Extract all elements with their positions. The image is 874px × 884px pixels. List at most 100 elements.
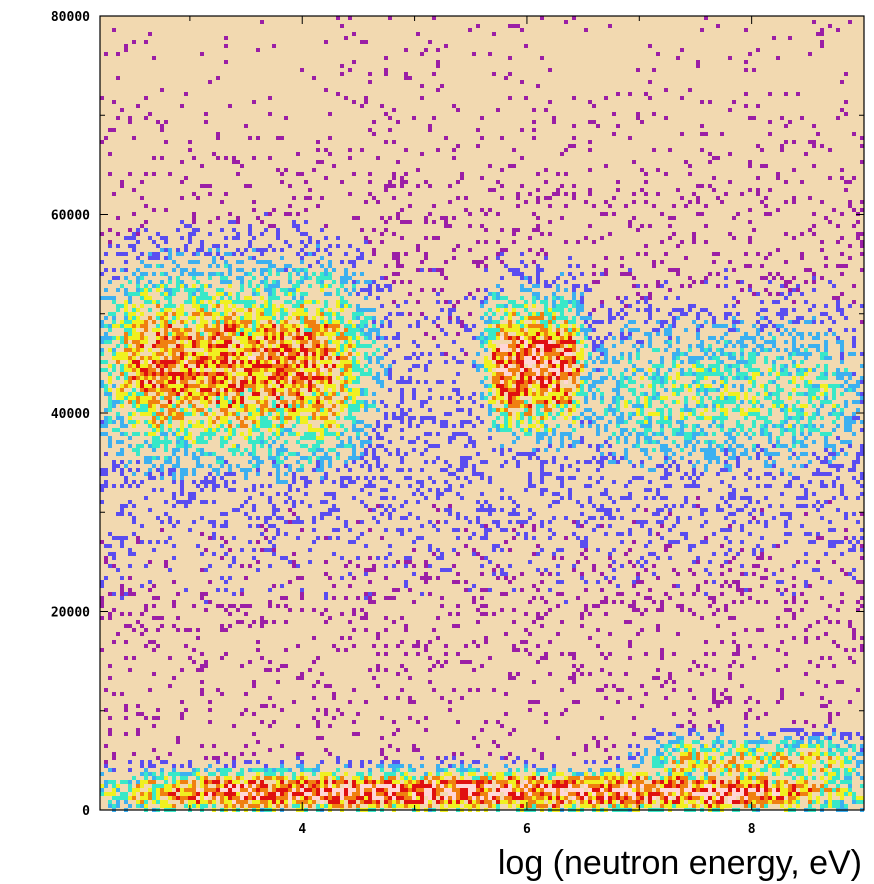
heatmap-cell — [492, 376, 496, 380]
heatmap-cell — [476, 364, 480, 368]
heatmap-cell — [784, 280, 788, 284]
heatmap-cell — [768, 368, 772, 372]
heatmap-cell — [844, 440, 848, 444]
heatmap-cell — [568, 320, 572, 324]
heatmap-cell — [432, 16, 436, 20]
heatmap-cell — [752, 348, 756, 352]
heatmap-cell — [712, 364, 716, 368]
heatmap-cell — [344, 396, 348, 400]
heatmap-cell — [756, 368, 760, 372]
heatmap-cell — [224, 376, 228, 380]
heatmap-cell — [420, 404, 424, 408]
heatmap-cell — [584, 416, 588, 420]
heatmap-cell — [300, 340, 304, 344]
heatmap-cell — [780, 388, 784, 392]
heatmap-cell — [280, 340, 284, 344]
heatmap-cell — [152, 360, 156, 364]
heatmap-cell — [208, 388, 212, 392]
heatmap-cell — [180, 304, 184, 308]
heatmap-cell — [488, 164, 492, 168]
heatmap-cell — [496, 364, 500, 368]
heatmap-cell — [176, 436, 180, 440]
heatmap-cell — [180, 344, 184, 348]
heatmap-cell — [852, 344, 856, 348]
heatmap-cell — [208, 220, 212, 224]
heatmap-cell — [844, 180, 848, 184]
heatmap-cell — [728, 180, 732, 184]
heatmap-cell — [860, 244, 864, 248]
heatmap-cell — [660, 376, 664, 380]
heatmap-cell — [780, 116, 784, 120]
heatmap-cell — [680, 428, 684, 432]
heatmap-cell — [304, 180, 308, 184]
heatmap-cell — [720, 428, 724, 432]
heatmap-cell — [660, 428, 664, 432]
heatmap-cell — [732, 376, 736, 380]
heatmap-cell — [576, 240, 580, 244]
heatmap-cell — [216, 428, 220, 432]
heatmap-cell — [164, 376, 168, 380]
heatmap-cell — [852, 132, 856, 136]
heatmap-cell — [616, 380, 620, 384]
heatmap-cell — [604, 440, 608, 444]
heatmap-cell — [260, 328, 264, 332]
heatmap-cell — [516, 384, 520, 388]
heatmap-cell — [664, 376, 668, 380]
heatmap-cell — [320, 316, 324, 320]
heatmap-cell — [472, 324, 476, 328]
heatmap-cell — [400, 408, 404, 412]
heatmap-cell — [516, 336, 520, 340]
heatmap-cell — [172, 328, 176, 332]
heatmap-cell — [340, 64, 344, 68]
heatmap-cell — [532, 372, 536, 376]
heatmap-cell — [632, 192, 636, 196]
heatmap-cell — [856, 384, 860, 388]
heatmap-cell — [508, 396, 512, 400]
heatmap-cell — [260, 296, 264, 300]
heatmap-cell — [248, 184, 252, 188]
heatmap-cell — [680, 368, 684, 372]
heatmap-cell — [420, 152, 424, 156]
heatmap-cell — [304, 400, 308, 404]
heatmap-cell — [700, 400, 704, 404]
heatmap-cell — [344, 252, 348, 256]
heatmap-cell — [456, 196, 460, 200]
heatmap-cell — [612, 132, 616, 136]
heatmap-cell — [184, 408, 188, 412]
heatmap-cell — [484, 328, 488, 332]
heatmap-cell — [340, 284, 344, 288]
heatmap-cell — [272, 328, 276, 332]
heatmap-cell — [164, 344, 168, 348]
heatmap-cell — [588, 224, 592, 228]
heatmap-cell — [520, 80, 524, 84]
heatmap-cell — [760, 344, 764, 348]
heatmap-cell — [840, 176, 844, 180]
heatmap-cell — [532, 260, 536, 264]
heatmap-cell — [228, 328, 232, 332]
heatmap-cell — [572, 16, 576, 20]
heatmap-cell — [768, 432, 772, 436]
heatmap-cell — [648, 308, 652, 312]
heatmap-cell — [104, 432, 108, 436]
heatmap-cell — [432, 320, 436, 324]
heatmap-cell — [244, 356, 248, 360]
heatmap-cell — [216, 376, 220, 380]
heatmap-cell — [544, 108, 548, 112]
heatmap-cell — [280, 384, 284, 388]
heatmap-cell — [112, 404, 116, 408]
heatmap-cell — [732, 440, 736, 444]
heatmap-cell — [832, 296, 836, 300]
heatmap-cell — [180, 416, 184, 420]
heatmap-cell — [192, 396, 196, 400]
heatmap-cell — [120, 268, 124, 272]
heatmap-cell — [176, 428, 180, 432]
heatmap-cell — [740, 356, 744, 360]
heatmap-cell — [764, 356, 768, 360]
heatmap-cell — [168, 364, 172, 368]
heatmap-cell — [268, 244, 272, 248]
heatmap-cell — [772, 344, 776, 348]
heatmap-cell — [168, 296, 172, 300]
heatmap-cell — [564, 172, 568, 176]
heatmap-cell — [296, 328, 300, 332]
heatmap-cell — [348, 244, 352, 248]
